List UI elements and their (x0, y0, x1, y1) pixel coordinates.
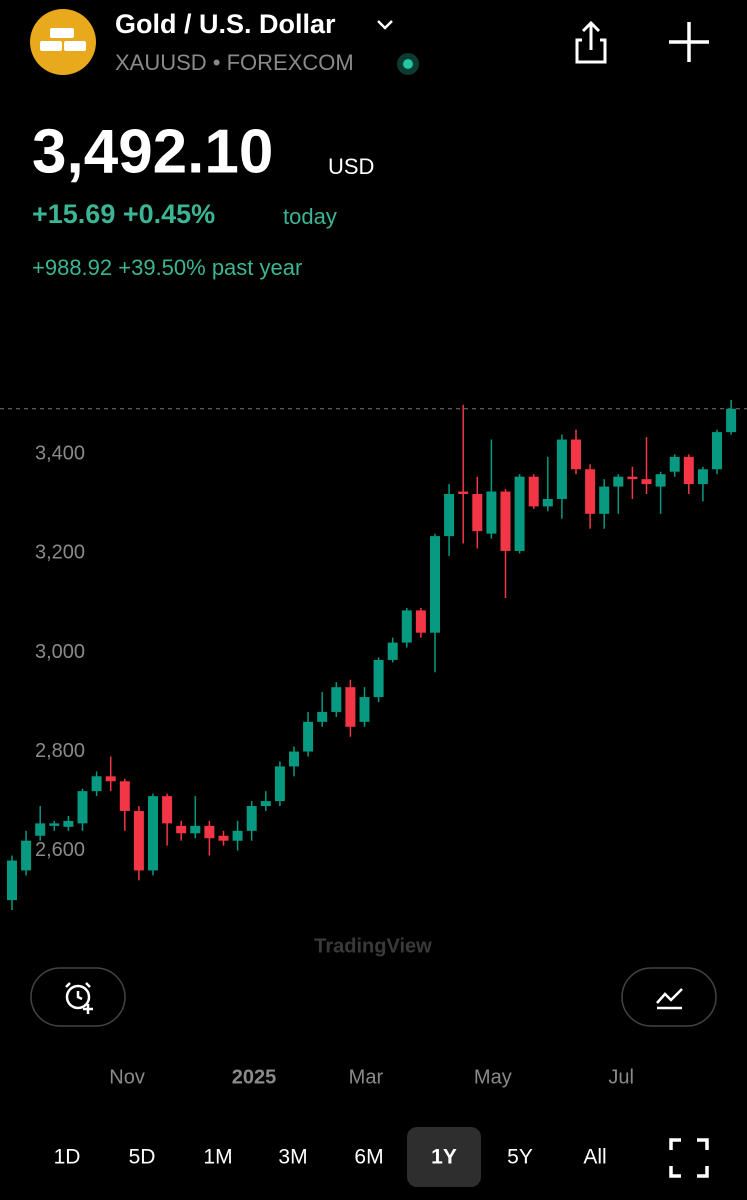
indicator-button[interactable] (621, 967, 717, 1027)
x-tick-label: Mar (349, 1066, 384, 1088)
candle-body (176, 825, 187, 834)
candle-body (289, 751, 299, 767)
candle-body (91, 776, 102, 792)
x-tick-label: 2025 (232, 1066, 277, 1088)
status-dot (403, 59, 413, 69)
candle-body (669, 456, 680, 472)
x-tick-label: Jul (608, 1066, 634, 1088)
candle-body (373, 659, 384, 698)
candle-body (472, 494, 483, 532)
candle-body (345, 687, 356, 727)
candle-body (697, 469, 708, 485)
candle-body (387, 642, 398, 660)
candle-body (514, 476, 525, 551)
candle-body (35, 823, 46, 836)
price: 3,492.10 (32, 117, 273, 186)
candle-body (105, 776, 116, 782)
candle-body (21, 840, 32, 871)
candle-body (119, 781, 130, 811)
timeframe-bar: 1D 5D 1M 3M 6M 1Y 5Y All (54, 1127, 607, 1187)
symbol-icon (30, 9, 96, 75)
chart: 2,600 2,800 3,000 3,200 3,400 Nov 2025 Mar May Ju… (0, 399, 747, 1088)
y-tick-label: 3,400 (35, 443, 85, 465)
candle-body (148, 796, 158, 871)
timeframe-selected (407, 1127, 481, 1187)
candle-body (246, 806, 257, 831)
candle-body (274, 766, 285, 802)
x-tick-label: Nov (109, 1066, 145, 1088)
change-today: +15.69 +0.45% (32, 199, 215, 229)
candle-body (458, 491, 469, 495)
symbol-title[interactable]: Gold / U.S. Dollar (115, 9, 336, 39)
candle-body (585, 469, 596, 514)
symbol-subtitle: XAUUSD • FOREXCOM (115, 50, 354, 75)
timeframe-button[interactable]: 1M (203, 1146, 232, 1169)
alert-button[interactable] (30, 967, 126, 1027)
candle-body (571, 439, 581, 470)
candle-body (232, 830, 243, 841)
candle-body (401, 610, 412, 643)
candle-body (317, 711, 328, 722)
candle-body (641, 479, 652, 485)
timeframe-button[interactable]: 1Y (431, 1146, 457, 1169)
candle-body (542, 498, 553, 507)
change-year: +988.92 +39.50% past year (32, 255, 302, 280)
add-button[interactable] (669, 22, 709, 62)
timeframe-button[interactable]: 5Y (507, 1146, 533, 1169)
timeframe-button[interactable]: 6M (354, 1146, 383, 1169)
y-tick-label: 3,000 (35, 641, 85, 663)
timeframe-button[interactable]: 5D (129, 1146, 156, 1169)
candle-body (63, 820, 74, 827)
timeframe-button[interactable]: 1D (54, 1146, 81, 1169)
y-tick-label: 3,200 (35, 542, 85, 564)
timeframe-button[interactable]: All (583, 1146, 606, 1169)
candle-body (627, 476, 638, 480)
candle-body (7, 860, 17, 901)
today-label: today (283, 204, 337, 229)
timeframe-button[interactable]: 3M (278, 1146, 307, 1169)
candle-body (599, 486, 610, 514)
candle-body (204, 825, 215, 839)
candle-body (655, 474, 666, 487)
fullscreen-button[interactable] (669, 1138, 709, 1178)
candle-body (444, 494, 455, 537)
candle-body (218, 835, 229, 841)
watermark: TradingView (314, 935, 432, 957)
x-tick-label: May (474, 1066, 512, 1088)
candle-body (683, 456, 694, 485)
candle-body (190, 825, 201, 834)
candle-body (556, 439, 567, 499)
candle-body (415, 610, 426, 633)
y-tick-label: 2,600 (35, 839, 85, 861)
candle-body (500, 491, 511, 551)
candle-body (49, 823, 60, 826)
candle-body (359, 697, 370, 722)
y-tick-label: 2,800 (35, 740, 85, 762)
candle-body (303, 721, 314, 752)
chevron[interactable] (377, 20, 393, 30)
candle-body (528, 476, 539, 507)
candle-body (133, 810, 144, 871)
currency: USD (328, 154, 374, 179)
candle-body (613, 476, 624, 487)
candle-body (430, 536, 440, 633)
candle-body (726, 408, 737, 433)
candle-body (77, 791, 88, 824)
candle-body (260, 801, 271, 807)
candle-body (162, 796, 173, 824)
candle-body (331, 687, 342, 712)
candle-body (712, 432, 722, 470)
share-button[interactable] (575, 20, 607, 64)
candle-body (486, 491, 497, 534)
